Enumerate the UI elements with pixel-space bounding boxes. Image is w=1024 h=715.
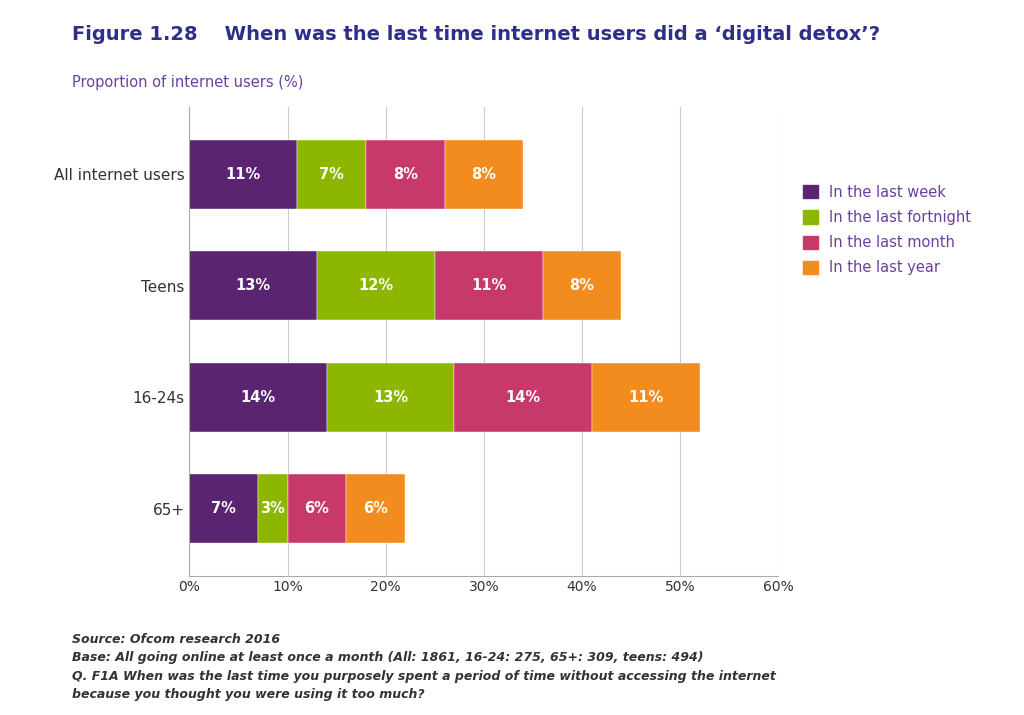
- Text: 12%: 12%: [358, 278, 393, 293]
- Bar: [435, 251, 543, 320]
- Text: Figure 1.28    When was the last time internet users did a ‘digital detox’?: Figure 1.28 When was the last time inter…: [72, 25, 880, 44]
- Bar: [367, 139, 444, 209]
- Bar: [444, 139, 523, 209]
- Text: 11%: 11%: [471, 278, 507, 293]
- Bar: [189, 363, 327, 432]
- Text: Proportion of internet users (%): Proportion of internet users (%): [72, 75, 303, 90]
- Bar: [455, 363, 592, 432]
- Text: 8%: 8%: [393, 167, 418, 182]
- Legend: In the last week, In the last fortnight, In the last month, In the last year: In the last week, In the last fortnight,…: [803, 184, 972, 275]
- Text: Source: Ofcom research 2016
Base: All going online at least once a month (All: 1: Source: Ofcom research 2016 Base: All go…: [72, 633, 775, 701]
- Text: 14%: 14%: [241, 390, 275, 405]
- Bar: [189, 251, 317, 320]
- Text: 8%: 8%: [569, 278, 595, 293]
- Bar: [543, 251, 622, 320]
- Bar: [327, 363, 455, 432]
- Text: 13%: 13%: [373, 390, 409, 405]
- Text: 11%: 11%: [225, 167, 261, 182]
- Text: 8%: 8%: [471, 167, 497, 182]
- Text: 3%: 3%: [260, 501, 286, 516]
- Bar: [189, 474, 258, 543]
- Bar: [297, 139, 367, 209]
- Bar: [317, 251, 435, 320]
- Bar: [189, 139, 297, 209]
- Text: 7%: 7%: [211, 501, 237, 516]
- Text: 7%: 7%: [319, 167, 344, 182]
- Text: 6%: 6%: [304, 501, 330, 516]
- Text: 6%: 6%: [364, 501, 388, 516]
- Bar: [346, 474, 406, 543]
- Text: 13%: 13%: [236, 278, 270, 293]
- Bar: [592, 363, 699, 432]
- Bar: [288, 474, 346, 543]
- Bar: [258, 474, 288, 543]
- Text: 14%: 14%: [506, 390, 541, 405]
- Text: 11%: 11%: [628, 390, 664, 405]
